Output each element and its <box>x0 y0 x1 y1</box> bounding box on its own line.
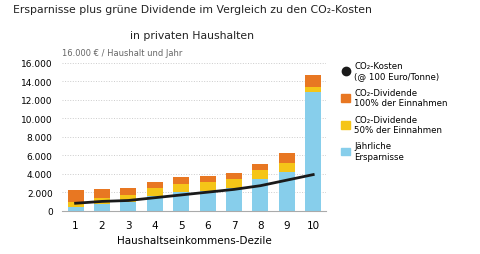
Bar <box>305 75 321 87</box>
Bar <box>279 172 295 211</box>
Bar <box>200 176 216 183</box>
Bar <box>68 207 84 211</box>
Bar <box>120 202 136 211</box>
Bar <box>252 164 268 171</box>
Bar <box>200 183 216 192</box>
Bar <box>68 202 84 207</box>
Text: Ersparnisse plus grüne Dividende im Vergleich zu den CO₂-Kosten: Ersparnisse plus grüne Dividende im Verg… <box>12 5 372 15</box>
Text: in privaten Haushalten: in privaten Haushalten <box>130 30 254 40</box>
Bar <box>147 189 163 196</box>
Legend: CO₂-Kosten
(@ 100 Euro/Tonne), CO₂-Dividende
100% der Einnahmen, CO₂-Dividende
5: CO₂-Kosten (@ 100 Euro/Tonne), CO₂-Divid… <box>341 62 448 161</box>
Bar <box>279 154 295 163</box>
Bar <box>279 163 295 172</box>
Bar <box>147 182 163 189</box>
Bar <box>226 173 242 180</box>
Bar <box>226 180 242 189</box>
Bar <box>94 204 110 211</box>
Bar <box>120 189 136 195</box>
Bar <box>68 190 84 202</box>
Bar <box>94 190 110 198</box>
Bar <box>226 189 242 211</box>
Text: 16.000 € / Haushalt und Jahr: 16.000 € / Haushalt und Jahr <box>62 49 183 58</box>
Bar <box>252 180 268 211</box>
Bar <box>252 171 268 180</box>
Bar <box>173 184 189 193</box>
Bar <box>147 196 163 211</box>
Bar <box>200 192 216 211</box>
Bar <box>173 193 189 211</box>
Bar <box>173 177 189 184</box>
X-axis label: Haushaltseinkommens-Dezile: Haushaltseinkommens-Dezile <box>117 235 272 245</box>
Bar <box>120 195 136 202</box>
Bar <box>305 87 321 93</box>
Bar <box>94 198 110 204</box>
Bar <box>305 93 321 211</box>
